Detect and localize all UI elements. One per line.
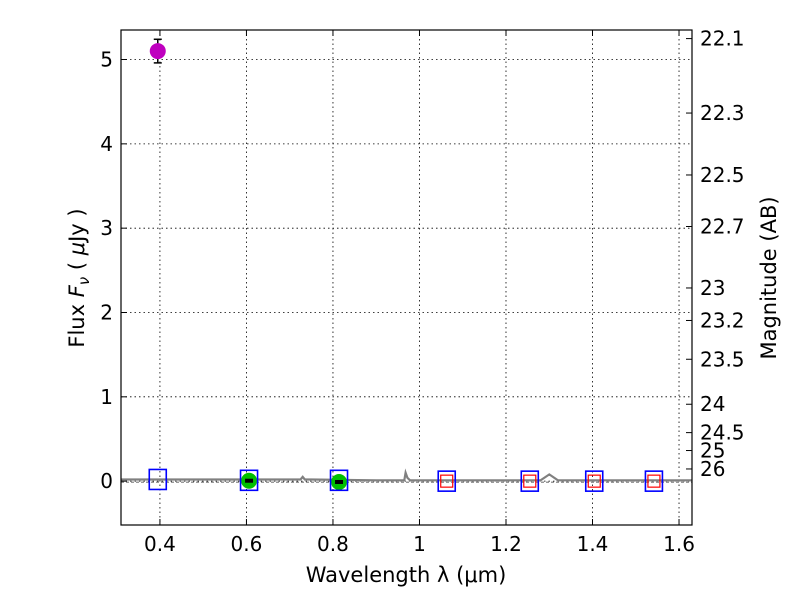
upper-limit-square [440, 474, 454, 488]
plot-area [121, 38, 692, 492]
model-photometry-square [584, 470, 604, 492]
y2-tick-label: 24 [700, 392, 725, 416]
x-tick-label: 1.2 [490, 532, 522, 556]
upper-limit-square [587, 474, 601, 488]
y2-tick-label: 22.7 [700, 214, 745, 238]
y2-tick-label: 22.3 [700, 101, 745, 125]
ticks: 0.4 0.6 0.8 1 1.2 1.4 1.601234522.122.322.522.… [100, 27, 744, 556]
y-tick-label: 0 [100, 469, 113, 493]
y-tick-label: 1 [100, 385, 113, 409]
x-tick-label: 0.4 [144, 532, 176, 556]
x-tick-label: 1.4 [577, 532, 609, 556]
y2-tick-label: 23.5 [700, 347, 745, 371]
y2-tick-label: 22.1 [700, 27, 745, 51]
y-axis-title-part: Jy ) [65, 208, 89, 244]
grid [121, 30, 692, 525]
y-tick-label: 3 [100, 216, 113, 240]
y2-axis-title: Magnitude (AB) [757, 196, 781, 359]
y-axis-title-mu: μ [65, 242, 89, 256]
model-sed-line [121, 468, 692, 482]
y-tick-label: 4 [100, 132, 113, 156]
y-tick-label: 2 [100, 300, 113, 324]
magenta-detection-point [149, 43, 166, 60]
y2-tick-label: 23 [700, 276, 725, 300]
y-tick-label: 5 [100, 48, 113, 72]
y-axis-title-part: Flux [65, 297, 89, 347]
y-axis-title: Flux Fν ( μJy ) [65, 208, 93, 347]
x-tick-label: 0.6 [231, 532, 263, 556]
y-axis-title-part: ( [65, 255, 89, 277]
upper-limit-square [523, 474, 537, 488]
detection-error-mark [245, 478, 254, 483]
x-tick-label: 0.8 [317, 532, 349, 556]
x-tick-label: 1.6 [663, 532, 695, 556]
x-axis-title: Wavelength λ (μm) [306, 563, 507, 587]
model-photometry-square [239, 469, 259, 492]
y2-tick-label: 23.2 [700, 308, 745, 332]
y-axis-title-subscript: ν [75, 277, 93, 285]
model-photometry-square [644, 470, 664, 492]
axes-frame [120, 29, 693, 526]
model-photometry-square [437, 470, 457, 492]
y2-tick-label: 24.5 [700, 421, 745, 445]
model-photometry-square [520, 470, 540, 492]
y2-tick-label: 25 [700, 439, 725, 463]
model-photometry-square [329, 469, 349, 492]
y2-tick-label: 26 [700, 457, 725, 481]
y-axis-title-symbol: F [65, 284, 89, 297]
model-photometry-square [148, 468, 168, 491]
upper-limit-square [647, 474, 661, 488]
x-tick-label: 1 [413, 532, 426, 556]
detection-error-mark [335, 479, 344, 484]
y2-tick-label: 22.5 [700, 163, 745, 187]
